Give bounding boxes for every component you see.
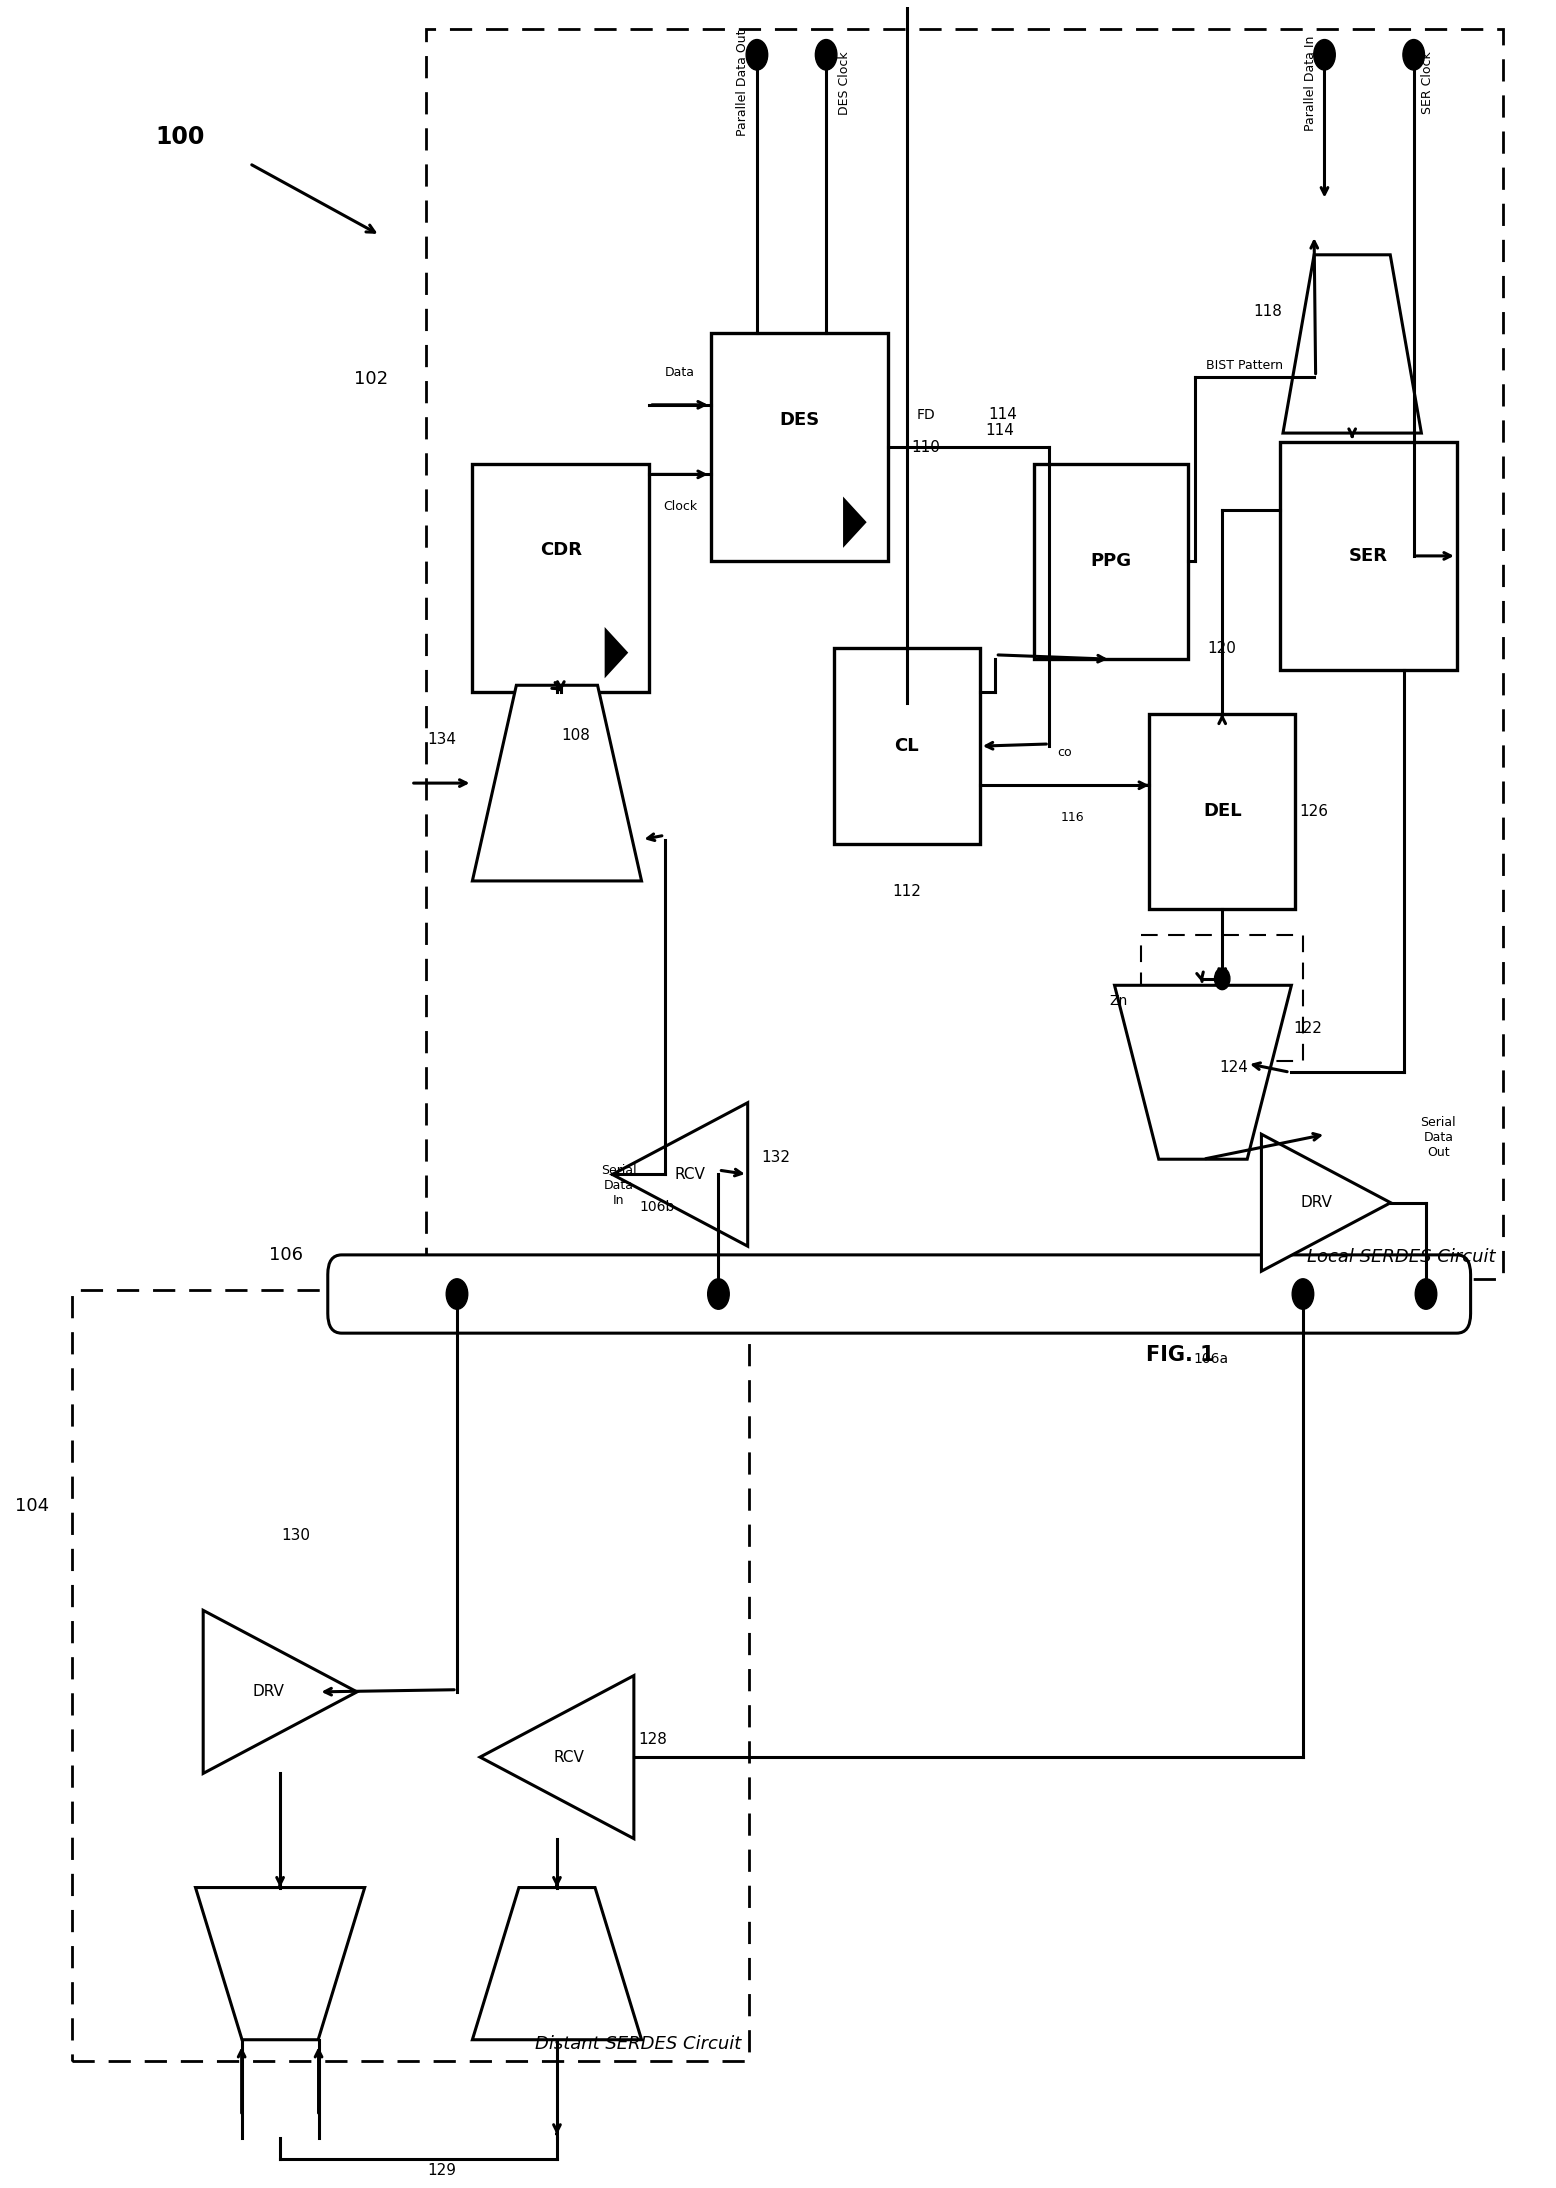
Text: co: co: [1057, 746, 1072, 759]
Bar: [1281, 442, 1456, 670]
Text: 108: 108: [562, 729, 591, 742]
Polygon shape: [473, 1888, 641, 2039]
Text: SER Clock: SER Clock: [1421, 53, 1435, 114]
Text: 114: 114: [985, 424, 1015, 438]
Polygon shape: [613, 1103, 748, 1247]
Text: Zn: Zn: [1109, 993, 1128, 1006]
Text: 102: 102: [353, 370, 387, 387]
Text: 104: 104: [16, 1497, 50, 1514]
Text: Clock: Clock: [663, 501, 697, 514]
Text: CDR: CDR: [540, 540, 582, 560]
Polygon shape: [481, 1676, 633, 1838]
Bar: [73, 1289, 750, 2061]
Text: 106: 106: [269, 1245, 303, 1265]
Polygon shape: [473, 685, 641, 882]
FancyBboxPatch shape: [328, 1256, 1470, 1332]
Polygon shape: [845, 501, 865, 545]
Text: 110: 110: [912, 440, 940, 455]
Text: 126: 126: [1299, 803, 1329, 818]
Text: Parallel Data Out: Parallel Data Out: [736, 31, 750, 136]
Text: 118: 118: [1253, 304, 1282, 319]
Text: Serial
Data
In: Serial Data In: [601, 1164, 636, 1208]
Circle shape: [815, 39, 837, 70]
Circle shape: [1215, 967, 1229, 989]
Text: PPG: PPG: [1091, 551, 1131, 571]
Circle shape: [1313, 39, 1335, 70]
Text: 112: 112: [893, 884, 921, 899]
Text: CL: CL: [895, 737, 920, 755]
Circle shape: [1416, 1278, 1436, 1308]
Text: RCV: RCV: [552, 1750, 584, 1764]
Text: 122: 122: [1293, 1022, 1323, 1037]
Polygon shape: [1262, 1133, 1391, 1271]
Bar: [1033, 464, 1187, 659]
Text: 128: 128: [638, 1733, 668, 1748]
Text: DES Clock: DES Clock: [839, 50, 851, 114]
Text: 116: 116: [1061, 812, 1085, 825]
Circle shape: [447, 1278, 468, 1308]
Text: 129: 129: [426, 2162, 456, 2177]
Text: RCV: RCV: [675, 1166, 705, 1182]
Text: 124: 124: [1220, 1061, 1248, 1076]
Text: 106b: 106b: [640, 1199, 675, 1214]
Text: Parallel Data In: Parallel Data In: [1304, 35, 1316, 131]
Text: 100: 100: [156, 125, 205, 149]
Polygon shape: [607, 630, 626, 674]
Circle shape: [747, 39, 767, 70]
Polygon shape: [204, 1610, 356, 1774]
Bar: [834, 648, 980, 845]
Text: FIG. 1: FIG. 1: [1145, 1346, 1214, 1365]
Text: Local SERDES Circuit: Local SERDES Circuit: [1307, 1247, 1495, 1267]
Text: Distant SERDES Circuit: Distant SERDES Circuit: [535, 2035, 742, 2052]
Text: 106a: 106a: [1193, 1352, 1228, 1365]
Text: 134: 134: [426, 733, 456, 746]
Circle shape: [1404, 39, 1424, 70]
Polygon shape: [1114, 985, 1291, 1160]
Circle shape: [1291, 1278, 1313, 1308]
Bar: [426, 28, 1503, 1278]
Polygon shape: [196, 1888, 364, 2039]
Text: DES: DES: [780, 411, 820, 429]
Text: Data: Data: [664, 365, 696, 379]
Text: 120: 120: [1207, 641, 1235, 656]
Text: DEL: DEL: [1203, 803, 1242, 820]
Text: DRV: DRV: [1301, 1195, 1332, 1210]
Polygon shape: [1284, 254, 1421, 433]
Bar: [1150, 713, 1295, 910]
Circle shape: [708, 1278, 730, 1308]
Text: 132: 132: [761, 1149, 790, 1164]
Bar: [473, 464, 649, 691]
Bar: [711, 333, 887, 562]
Text: BIST Pattern: BIST Pattern: [1206, 359, 1284, 372]
Text: FD: FD: [916, 407, 935, 422]
Text: SER: SER: [1349, 547, 1388, 565]
Text: Serial
Data
Out: Serial Data Out: [1421, 1116, 1456, 1160]
Text: DRV: DRV: [252, 1685, 285, 1700]
Text: 130: 130: [282, 1527, 310, 1543]
Text: 114: 114: [988, 407, 1018, 422]
Bar: [1142, 934, 1302, 1061]
